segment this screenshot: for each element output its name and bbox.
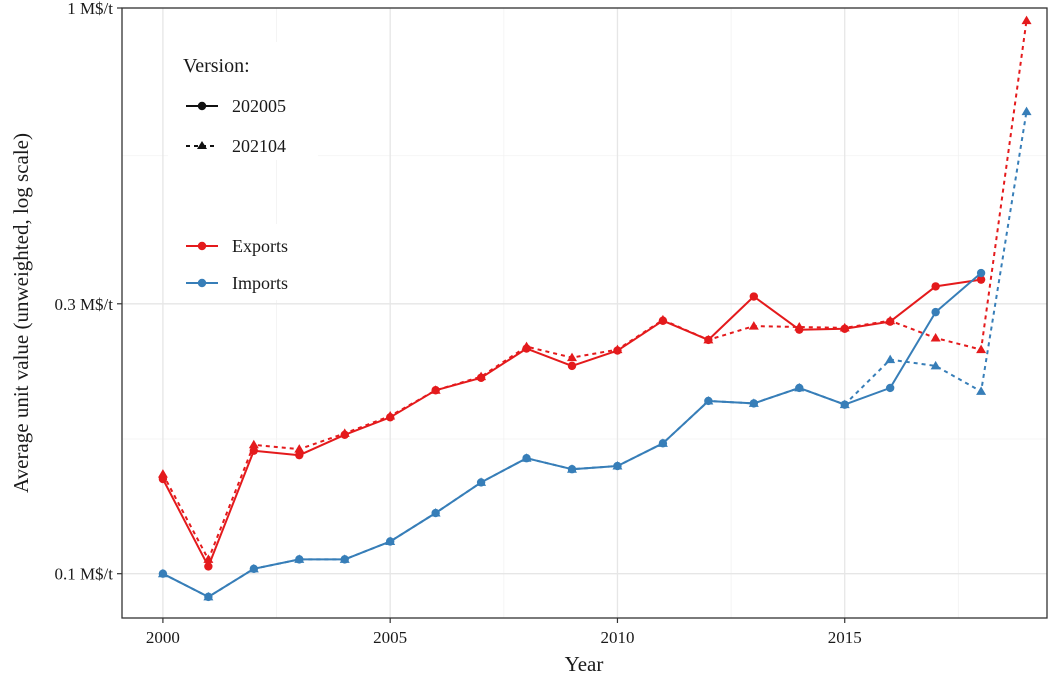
legend-flow-background <box>168 224 318 300</box>
data-point-imports-202104 <box>157 568 168 578</box>
data-point-imports-202104 <box>203 591 214 601</box>
data-point-exports-202104 <box>1021 15 1032 25</box>
data-point-exports-202104 <box>157 469 168 478</box>
x-tick-label: 2000 <box>146 628 180 647</box>
data-point-exports-202104 <box>930 333 941 342</box>
series-line-exports-202104 <box>162 20 1028 561</box>
data-point-exports-202104 <box>839 322 850 332</box>
x-tick-label: 2005 <box>373 628 407 647</box>
x-axis-title: Year <box>565 652 604 676</box>
legend-label-imports: Imports <box>232 273 288 293</box>
data-point-exports-202005 <box>204 562 213 571</box>
data-point-exports-202104 <box>794 321 805 331</box>
data-point-imports-202104 <box>930 360 941 370</box>
data-point-exports-202104 <box>203 554 214 563</box>
legend-version-background <box>168 42 318 160</box>
data-point-imports-202104 <box>657 438 668 447</box>
legend-entry-exports: Exports <box>186 236 288 256</box>
legend-marker-exports <box>197 241 207 251</box>
data-point-imports-202104 <box>885 354 896 364</box>
legend-label-202104: 202104 <box>232 136 286 156</box>
data-point-exports-202005 <box>295 450 304 460</box>
y-axis-title: Average unit value (unweighted, log scal… <box>9 133 33 493</box>
data-point-imports-202104 <box>385 536 396 546</box>
data-point-exports-202104 <box>430 385 441 394</box>
data-point-imports-202104 <box>839 399 850 409</box>
legend-entry-imports: Imports <box>186 273 288 293</box>
data-point-imports-202104 <box>430 508 441 517</box>
data-point-imports-202104 <box>339 554 350 563</box>
legend: Version: 202005 202104 Exports Imports <box>168 42 318 300</box>
y-tick-label: 1 M$/t <box>67 0 113 18</box>
legend-label-exports: Exports <box>232 236 288 256</box>
data-point-exports-202104 <box>476 371 487 381</box>
legend-version-title: Version: <box>183 55 250 77</box>
data-point-exports-202104 <box>657 314 668 324</box>
legend-entry-202005: 202005 <box>186 96 286 116</box>
data-point-imports-202104 <box>248 563 259 573</box>
data-point-imports-202005 <box>885 383 895 393</box>
data-point-exports-202005 <box>749 292 759 301</box>
x-tick-label: 2010 <box>600 628 634 647</box>
data-point-imports-202104 <box>567 464 577 473</box>
data-point-exports-202104 <box>521 341 532 351</box>
data-point-exports-202104 <box>385 411 396 420</box>
panel-border <box>121 7 1048 619</box>
series-exports-202104 <box>157 15 1032 563</box>
series-layer <box>157 15 1032 602</box>
data-point-exports-202104 <box>976 344 987 354</box>
x-tick-label: 2015 <box>828 628 862 647</box>
data-point-exports-202104 <box>885 315 896 325</box>
legend-entry-202104: 202104 <box>186 136 286 156</box>
data-point-exports-202104 <box>567 352 577 362</box>
legend-circle-marker <box>197 101 207 111</box>
legend-label-202005: 202005 <box>232 96 286 116</box>
data-point-exports-202005 <box>567 361 577 371</box>
data-point-imports-202104 <box>703 395 714 405</box>
y-tick-label: 0.3 M$/t <box>54 295 113 314</box>
data-point-exports-202104 <box>339 428 350 437</box>
data-point-imports-202104 <box>794 382 805 392</box>
data-point-exports-202005 <box>931 282 940 291</box>
data-point-imports-202104 <box>612 461 623 470</box>
series-line-imports-202104 <box>162 111 1028 598</box>
data-point-exports-202104 <box>703 334 714 344</box>
y-tick-label: 0.1 M$/t <box>54 565 113 584</box>
axes: 0.1 M$/t 0.3 M$/t 1 M$/t 2000 2005 2010 2015 <box>54 0 861 647</box>
data-point-exports-202104 <box>294 444 305 453</box>
data-point-imports-202104 <box>294 554 305 563</box>
data-point-exports-202104 <box>748 321 759 330</box>
legend-marker-imports <box>197 278 207 288</box>
data-point-exports-202104 <box>612 344 623 354</box>
data-point-imports-202005 <box>976 268 986 278</box>
data-point-exports-202005 <box>976 275 986 284</box>
data-point-imports-202104 <box>521 453 532 462</box>
data-point-imports-202104 <box>976 386 987 395</box>
data-point-imports-202104 <box>748 398 759 407</box>
data-point-imports-202104 <box>1021 106 1032 116</box>
legend-triangle-marker <box>197 141 207 149</box>
series-imports-202104 <box>157 106 1032 601</box>
data-point-imports-202104 <box>476 477 487 486</box>
data-point-exports-202104 <box>248 439 259 449</box>
data-point-imports-202005 <box>931 307 940 317</box>
